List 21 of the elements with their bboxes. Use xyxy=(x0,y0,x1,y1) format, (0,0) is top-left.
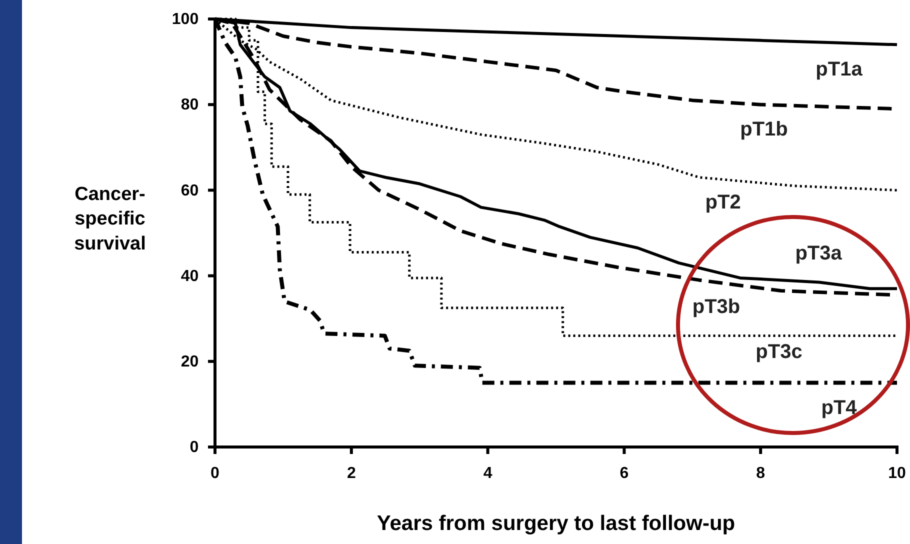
x-tick-label: 8 xyxy=(756,464,766,482)
series-label: pT1a xyxy=(816,58,864,81)
y-tick-label: 100 xyxy=(172,11,199,28)
x-tick-label: 4 xyxy=(483,464,492,482)
x-axis-title: Years from surgery to last follow-up xyxy=(376,512,736,535)
x-tick-label: 10 xyxy=(888,464,906,482)
series-label: pT2 xyxy=(705,191,741,214)
y-tick-label: 20 xyxy=(180,354,199,371)
series-label: pT1b xyxy=(740,118,788,141)
x-tick-label: 0 xyxy=(210,464,220,482)
x-tick-label: 6 xyxy=(620,464,629,482)
series-label: pT3b xyxy=(692,296,740,318)
series-label: pT4 xyxy=(821,396,858,419)
y-tick-label: 80 xyxy=(180,96,199,114)
y-axis-title: Cancer-specific survival xyxy=(74,184,146,254)
series-label: pT3c xyxy=(756,341,802,364)
y-tick-label: 40 xyxy=(180,268,199,285)
x-tick-label: 2 xyxy=(346,464,356,482)
y-tick-label: 0 xyxy=(190,439,199,456)
y-tick-label: 60 xyxy=(180,182,199,200)
series-label: pT3a xyxy=(795,242,843,265)
